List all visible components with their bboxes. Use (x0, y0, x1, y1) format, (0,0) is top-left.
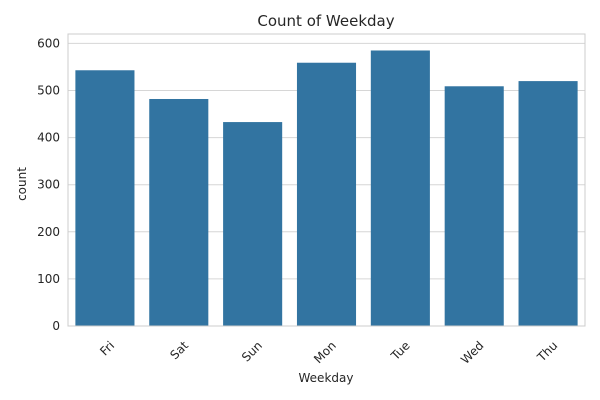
x-axis-label: Weekday (299, 371, 354, 385)
y-tick-label: 200 (37, 225, 60, 239)
y-tick-label: 0 (52, 319, 60, 333)
y-tick-label: 600 (37, 36, 60, 50)
chart-title: Count of Weekday (257, 12, 394, 30)
bar-fri (75, 70, 135, 326)
bar-sun (223, 122, 283, 326)
x-tick-label-tue: Tue (388, 338, 413, 363)
bar-thu (518, 81, 578, 326)
y-tick-label: 100 (37, 272, 60, 286)
bar-mon (296, 62, 357, 326)
y-tick-label: 300 (37, 178, 60, 192)
bar-sat (149, 98, 209, 326)
y-tick-label: 500 (37, 84, 60, 98)
x-tick-label-fri: Fri (97, 338, 117, 358)
x-tick-labels: Fri Sat Sun Mon Tue Wed Thu (97, 338, 560, 367)
x-tick-label-mon: Mon (311, 338, 339, 366)
bars (75, 50, 578, 326)
x-tick-label-sat: Sat (167, 338, 191, 362)
x-tick-label-wed: Wed (458, 338, 486, 366)
y-tick-labels: 0 100 200 300 400 500 600 (37, 36, 60, 333)
x-tick-label-sun: Sun (239, 338, 265, 364)
y-tick-label: 400 (37, 131, 60, 145)
bar-wed (444, 86, 504, 326)
bar-tue (370, 50, 430, 326)
plot-frame (67, 33, 586, 327)
y-axis-label: count (15, 167, 29, 201)
x-tick-label-thu: Thu (534, 338, 561, 365)
